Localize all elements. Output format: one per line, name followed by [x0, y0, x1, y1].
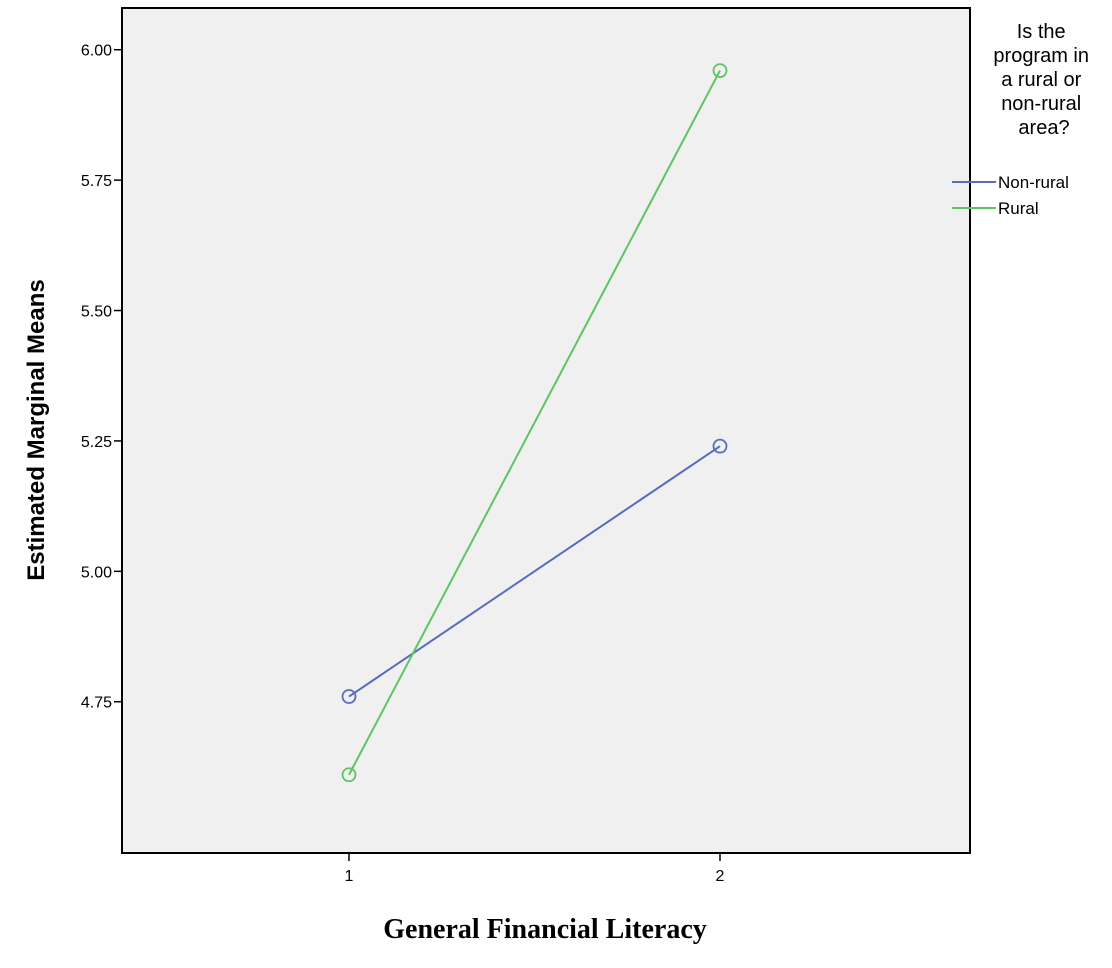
legend-title: Is the program in a rural or non-rural a…	[993, 21, 1094, 139]
legend-label-non-rural: Non-rural	[998, 173, 1069, 192]
y-tick-label: 5.25	[81, 434, 112, 451]
y-tick-label: 4.75	[81, 695, 112, 712]
x-tick-label: 2	[716, 868, 725, 885]
data-point-non-rural	[341, 689, 357, 704]
y-tick-label: 5.75	[81, 173, 112, 190]
series-line-non-rural	[348, 445, 721, 698]
legend-label-rural: Rural	[998, 199, 1039, 218]
y-axis-label: Estimated Marginal Means	[23, 279, 50, 580]
y-tick-label: 5.00	[81, 564, 112, 581]
data-point-non-rural	[712, 438, 728, 454]
series-line-rural	[348, 70, 721, 776]
data-point-rural	[341, 767, 357, 783]
y-axis: 4.75 5.00 5.25 5.50 5.75 6.00	[81, 43, 122, 712]
y-tick-label: 5.50	[81, 304, 112, 321]
data-point-rural	[712, 63, 728, 78]
plot-area	[121, 7, 971, 854]
y-tick-label: 6.00	[81, 43, 112, 60]
x-tick-label: 1	[345, 868, 354, 885]
x-axis-label: General Financial Literacy	[383, 914, 707, 945]
legend: Is the program in a rural or non-rural a…	[952, 21, 1094, 218]
series-layer	[341, 63, 728, 783]
